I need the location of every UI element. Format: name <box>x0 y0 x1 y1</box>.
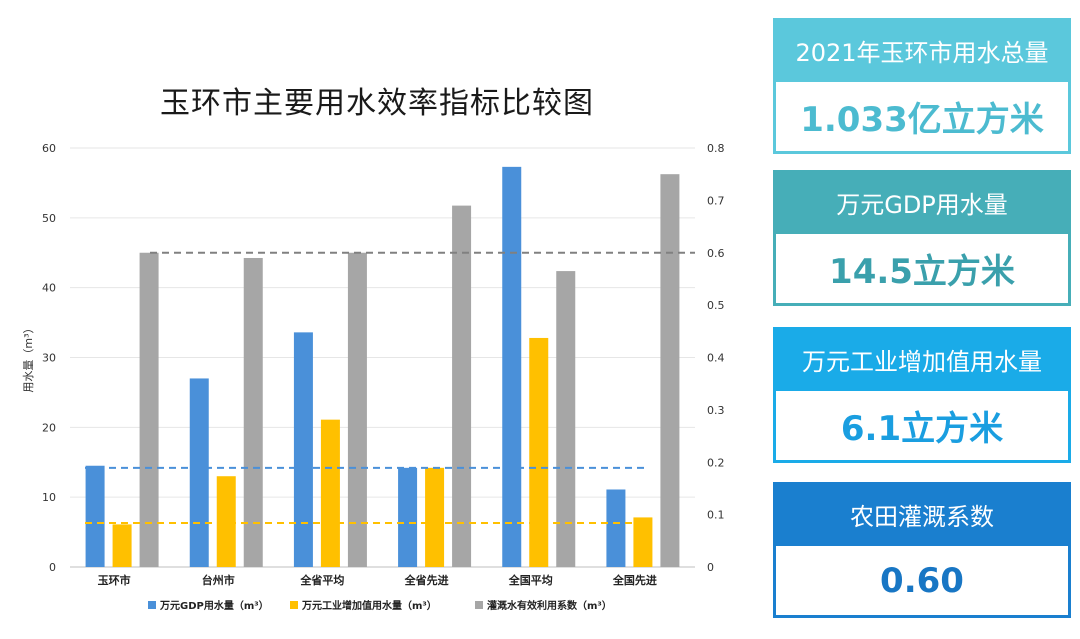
bar-0 <box>606 489 626 567</box>
legend-label-0: 万元GDP用水量（m³） <box>159 599 269 612</box>
chart-title: 玉环市主要用水效率指标比较图 <box>160 86 594 121</box>
y2-tick-label: 0.4 <box>707 352 725 365</box>
x-tick-label: 台州市 <box>202 573 235 587</box>
y2-tick-label: 0.7 <box>707 194 725 207</box>
chart-area: 玉环市主要用水效率指标比较图 0 10 20 30 40 50 60 0 0.1 0.2 0.3 0.… <box>22 86 725 612</box>
legend-swatch-1 <box>290 601 298 609</box>
y-tick-label: 20 <box>42 421 56 434</box>
card-total-water-value: 1.033亿立方米 <box>773 82 1071 154</box>
bar-0 <box>85 465 105 567</box>
legend-swatch-2 <box>475 601 483 609</box>
card-industry-water-label: 万元工业增加值用水量 <box>773 327 1071 391</box>
y-tick-label: 60 <box>42 142 56 155</box>
y-axis-label: 用水量（m³） <box>22 322 35 392</box>
y2-tick-label: 0.5 <box>707 299 725 312</box>
legend-swatch-0 <box>148 601 156 609</box>
bar-2 <box>660 174 680 567</box>
x-tick-label: 全国平均 <box>508 573 553 587</box>
y2-tick-label: 0.8 <box>707 142 725 155</box>
y2-tick-label: 0.6 <box>707 247 725 260</box>
bar-0 <box>502 166 522 568</box>
bar-2 <box>452 205 472 568</box>
card-irrigation-label: 农田灌溉系数 <box>773 482 1071 546</box>
bar-1 <box>216 476 236 567</box>
bar-0 <box>293 332 313 567</box>
bar-2 <box>139 252 159 567</box>
card-total-water: 2021年玉环市用水总量 1.033亿立方米 <box>773 18 1071 154</box>
y2-tick-label: 0.2 <box>707 456 725 469</box>
bar-2 <box>556 271 576 567</box>
card-gdp-water-value: 14.5立方米 <box>773 234 1071 306</box>
bar-2 <box>347 252 367 567</box>
card-total-water-label: 2021年玉环市用水总量 <box>773 18 1071 82</box>
chart-svg: 0 10 20 30 40 50 60 0 0.1 0.2 0.3 0.4 0.5 0.6 0.7 0.8 用水… <box>22 142 725 612</box>
bar-1 <box>425 467 445 567</box>
bar-0 <box>398 467 418 567</box>
y-tick-label: 30 <box>42 352 56 365</box>
bar-0 <box>189 378 209 567</box>
y-tick-label: 40 <box>42 282 56 295</box>
card-gdp-water-label: 万元GDP用水量 <box>773 170 1071 234</box>
card-industry-water-value: 6.1立方米 <box>773 391 1071 463</box>
card-irrigation: 农田灌溉系数 0.60 <box>773 482 1071 618</box>
card-gdp-water: 万元GDP用水量 14.5立方米 <box>773 170 1071 306</box>
legend-label-1: 万元工业增加值用水量（m³） <box>301 599 437 612</box>
y-tick-label: 50 <box>42 212 56 225</box>
x-tick-label: 全国先进 <box>612 573 657 587</box>
x-tick-label: 全省先进 <box>404 573 449 587</box>
y2-tick-label: 0 <box>707 561 714 574</box>
card-irrigation-value: 0.60 <box>773 546 1071 618</box>
bar-1 <box>633 517 653 567</box>
card-industry-water: 万元工业增加值用水量 6.1立方米 <box>773 327 1071 463</box>
y2-tick-label: 0.3 <box>707 404 725 417</box>
bar-1 <box>529 337 549 567</box>
x-tick-label: 全省平均 <box>299 573 344 587</box>
y-tick-label: 10 <box>42 491 56 504</box>
x-tick-label: 玉环市 <box>98 573 131 587</box>
y2-tick-label: 0.1 <box>707 509 725 522</box>
legend-label-2: 灌溉水有效利用系数（m³） <box>487 599 612 612</box>
bar-1 <box>320 419 340 567</box>
bar-2 <box>243 257 263 567</box>
y-tick-label: 0 <box>49 561 56 574</box>
bar-1 <box>112 524 132 567</box>
